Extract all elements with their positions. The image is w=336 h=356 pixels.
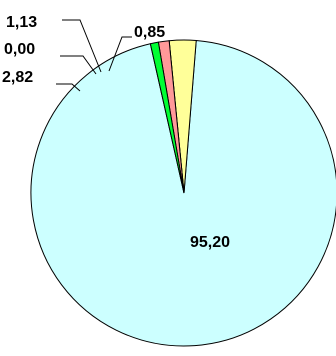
leader-line-1-13 (62, 19, 102, 73)
pie-slice-0-85 (149, 41, 185, 194)
slice-label-1-13: 1,13 (6, 14, 37, 31)
leader-line-0-00 (60, 55, 97, 75)
slice-label-95-20: 95,20 (190, 234, 230, 251)
leader-line-2-82 (56, 83, 81, 92)
slice-label-2-82: 2,82 (2, 69, 33, 86)
slice-label-0-85: 0,85 (134, 24, 165, 41)
slice-label-0-00: 0,00 (4, 41, 35, 58)
leader-line-0-85 (108, 36, 132, 72)
leader-lines (56, 19, 132, 92)
pie-slice-95-20 (30, 39, 336, 347)
pie-slices (30, 39, 336, 347)
